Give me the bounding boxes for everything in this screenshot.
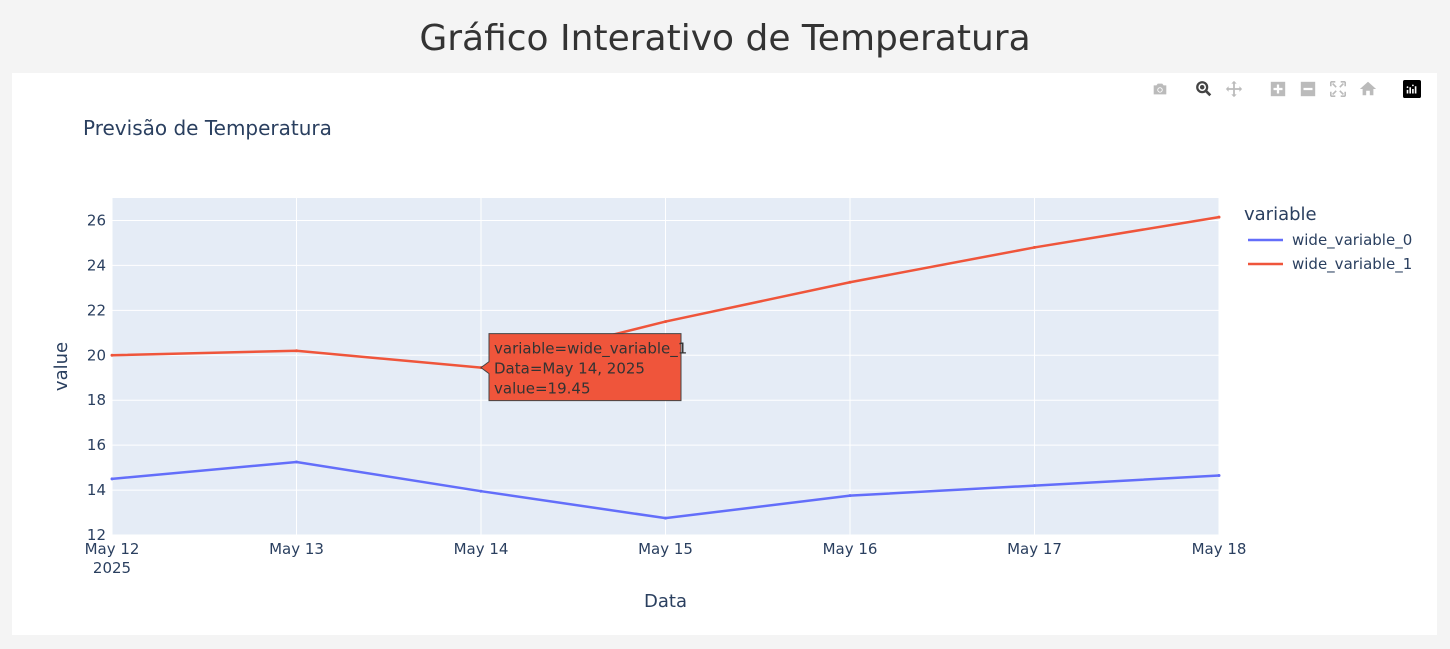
hover-tooltip-box <box>480 333 682 402</box>
chart-card: Previsão de Temperatura 12 14 16 18 20 22 24 26 M… <box>12 73 1437 635</box>
y-tick-label: 24 <box>87 256 106 274</box>
y-tick-label: 26 <box>87 211 106 229</box>
x-tick-label: May 15 <box>638 540 693 558</box>
x-tick-label: May 12 <box>85 540 140 558</box>
data-point <box>110 353 114 357</box>
x-tick-label: May 13 <box>269 540 324 558</box>
x-tick-year-label: 2025 <box>93 559 131 577</box>
line-chart[interactable]: Previsão de Temperatura 12 14 16 18 20 22 24 26 M… <box>12 73 1437 635</box>
zoom-in-icon[interactable] <box>1267 78 1289 100</box>
y-tick-label: 20 <box>87 346 106 364</box>
legend-title: variable <box>1244 204 1317 225</box>
data-point <box>479 489 483 493</box>
hover-tooltip-line: Data=May 14, 2025 <box>494 360 645 378</box>
zoom-icon[interactable] <box>1193 78 1215 100</box>
data-point <box>1217 215 1221 219</box>
data-point <box>295 349 298 353</box>
data-point <box>664 320 667 324</box>
data-point <box>848 494 852 498</box>
plot-title: Previsão de Temperatura <box>83 116 332 140</box>
y-axis-title: value <box>51 342 72 391</box>
x-tick-label: May 18 <box>1192 540 1247 558</box>
data-point <box>848 280 852 284</box>
page-title: Gráfico Interativo de Temperatura <box>419 18 1031 59</box>
y-tick-label: 22 <box>87 301 106 319</box>
x-tick-label: May 17 <box>1007 540 1062 558</box>
data-point <box>110 477 114 481</box>
y-tick-label: 16 <box>87 436 106 454</box>
legend-item-label: wide_variable_1 <box>1292 255 1412 274</box>
autoscale-icon[interactable] <box>1327 78 1349 100</box>
y-tick-label: 14 <box>87 481 106 499</box>
legend-item-label: wide_variable_0 <box>1292 231 1412 250</box>
zoom-out-icon[interactable] <box>1297 78 1319 100</box>
plotly-logo-icon[interactable] <box>1401 78 1423 100</box>
camera-icon[interactable] <box>1149 78 1171 100</box>
y-tick-label: 18 <box>87 391 106 409</box>
x-axis-title: Data <box>644 591 687 612</box>
data-point <box>1033 245 1036 249</box>
x-tick-label: May 14 <box>454 540 509 558</box>
hover-tooltip-line: variable=wide_variable_1 <box>494 340 687 359</box>
pan-icon[interactable] <box>1223 78 1245 100</box>
y-tick-label: 12 <box>87 526 106 544</box>
data-point <box>1217 473 1221 477</box>
data-point <box>295 460 298 464</box>
data-point <box>1033 484 1036 488</box>
x-tick-label: May 16 <box>823 540 878 558</box>
modebar <box>1141 78 1423 100</box>
hover-tooltip-line: value=19.45 <box>494 380 590 398</box>
data-point <box>664 516 667 520</box>
reset-axes-icon[interactable] <box>1357 78 1379 100</box>
